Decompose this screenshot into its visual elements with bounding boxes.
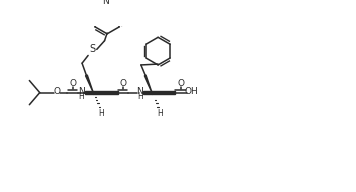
Polygon shape xyxy=(143,91,152,94)
Text: S: S xyxy=(89,44,95,54)
Polygon shape xyxy=(85,91,93,94)
Text: N: N xyxy=(78,87,85,96)
Polygon shape xyxy=(93,91,117,94)
Text: H: H xyxy=(78,92,84,101)
Text: O: O xyxy=(53,87,61,96)
Text: H: H xyxy=(98,109,104,118)
Polygon shape xyxy=(144,75,152,93)
Polygon shape xyxy=(152,91,174,94)
Text: O: O xyxy=(119,79,126,89)
Text: N: N xyxy=(137,87,143,96)
Text: N: N xyxy=(102,0,109,6)
Text: O: O xyxy=(177,79,184,89)
Text: H: H xyxy=(137,92,143,101)
Text: H: H xyxy=(157,109,163,118)
Text: O: O xyxy=(69,79,76,89)
Polygon shape xyxy=(85,75,93,93)
Text: OH: OH xyxy=(185,87,199,96)
